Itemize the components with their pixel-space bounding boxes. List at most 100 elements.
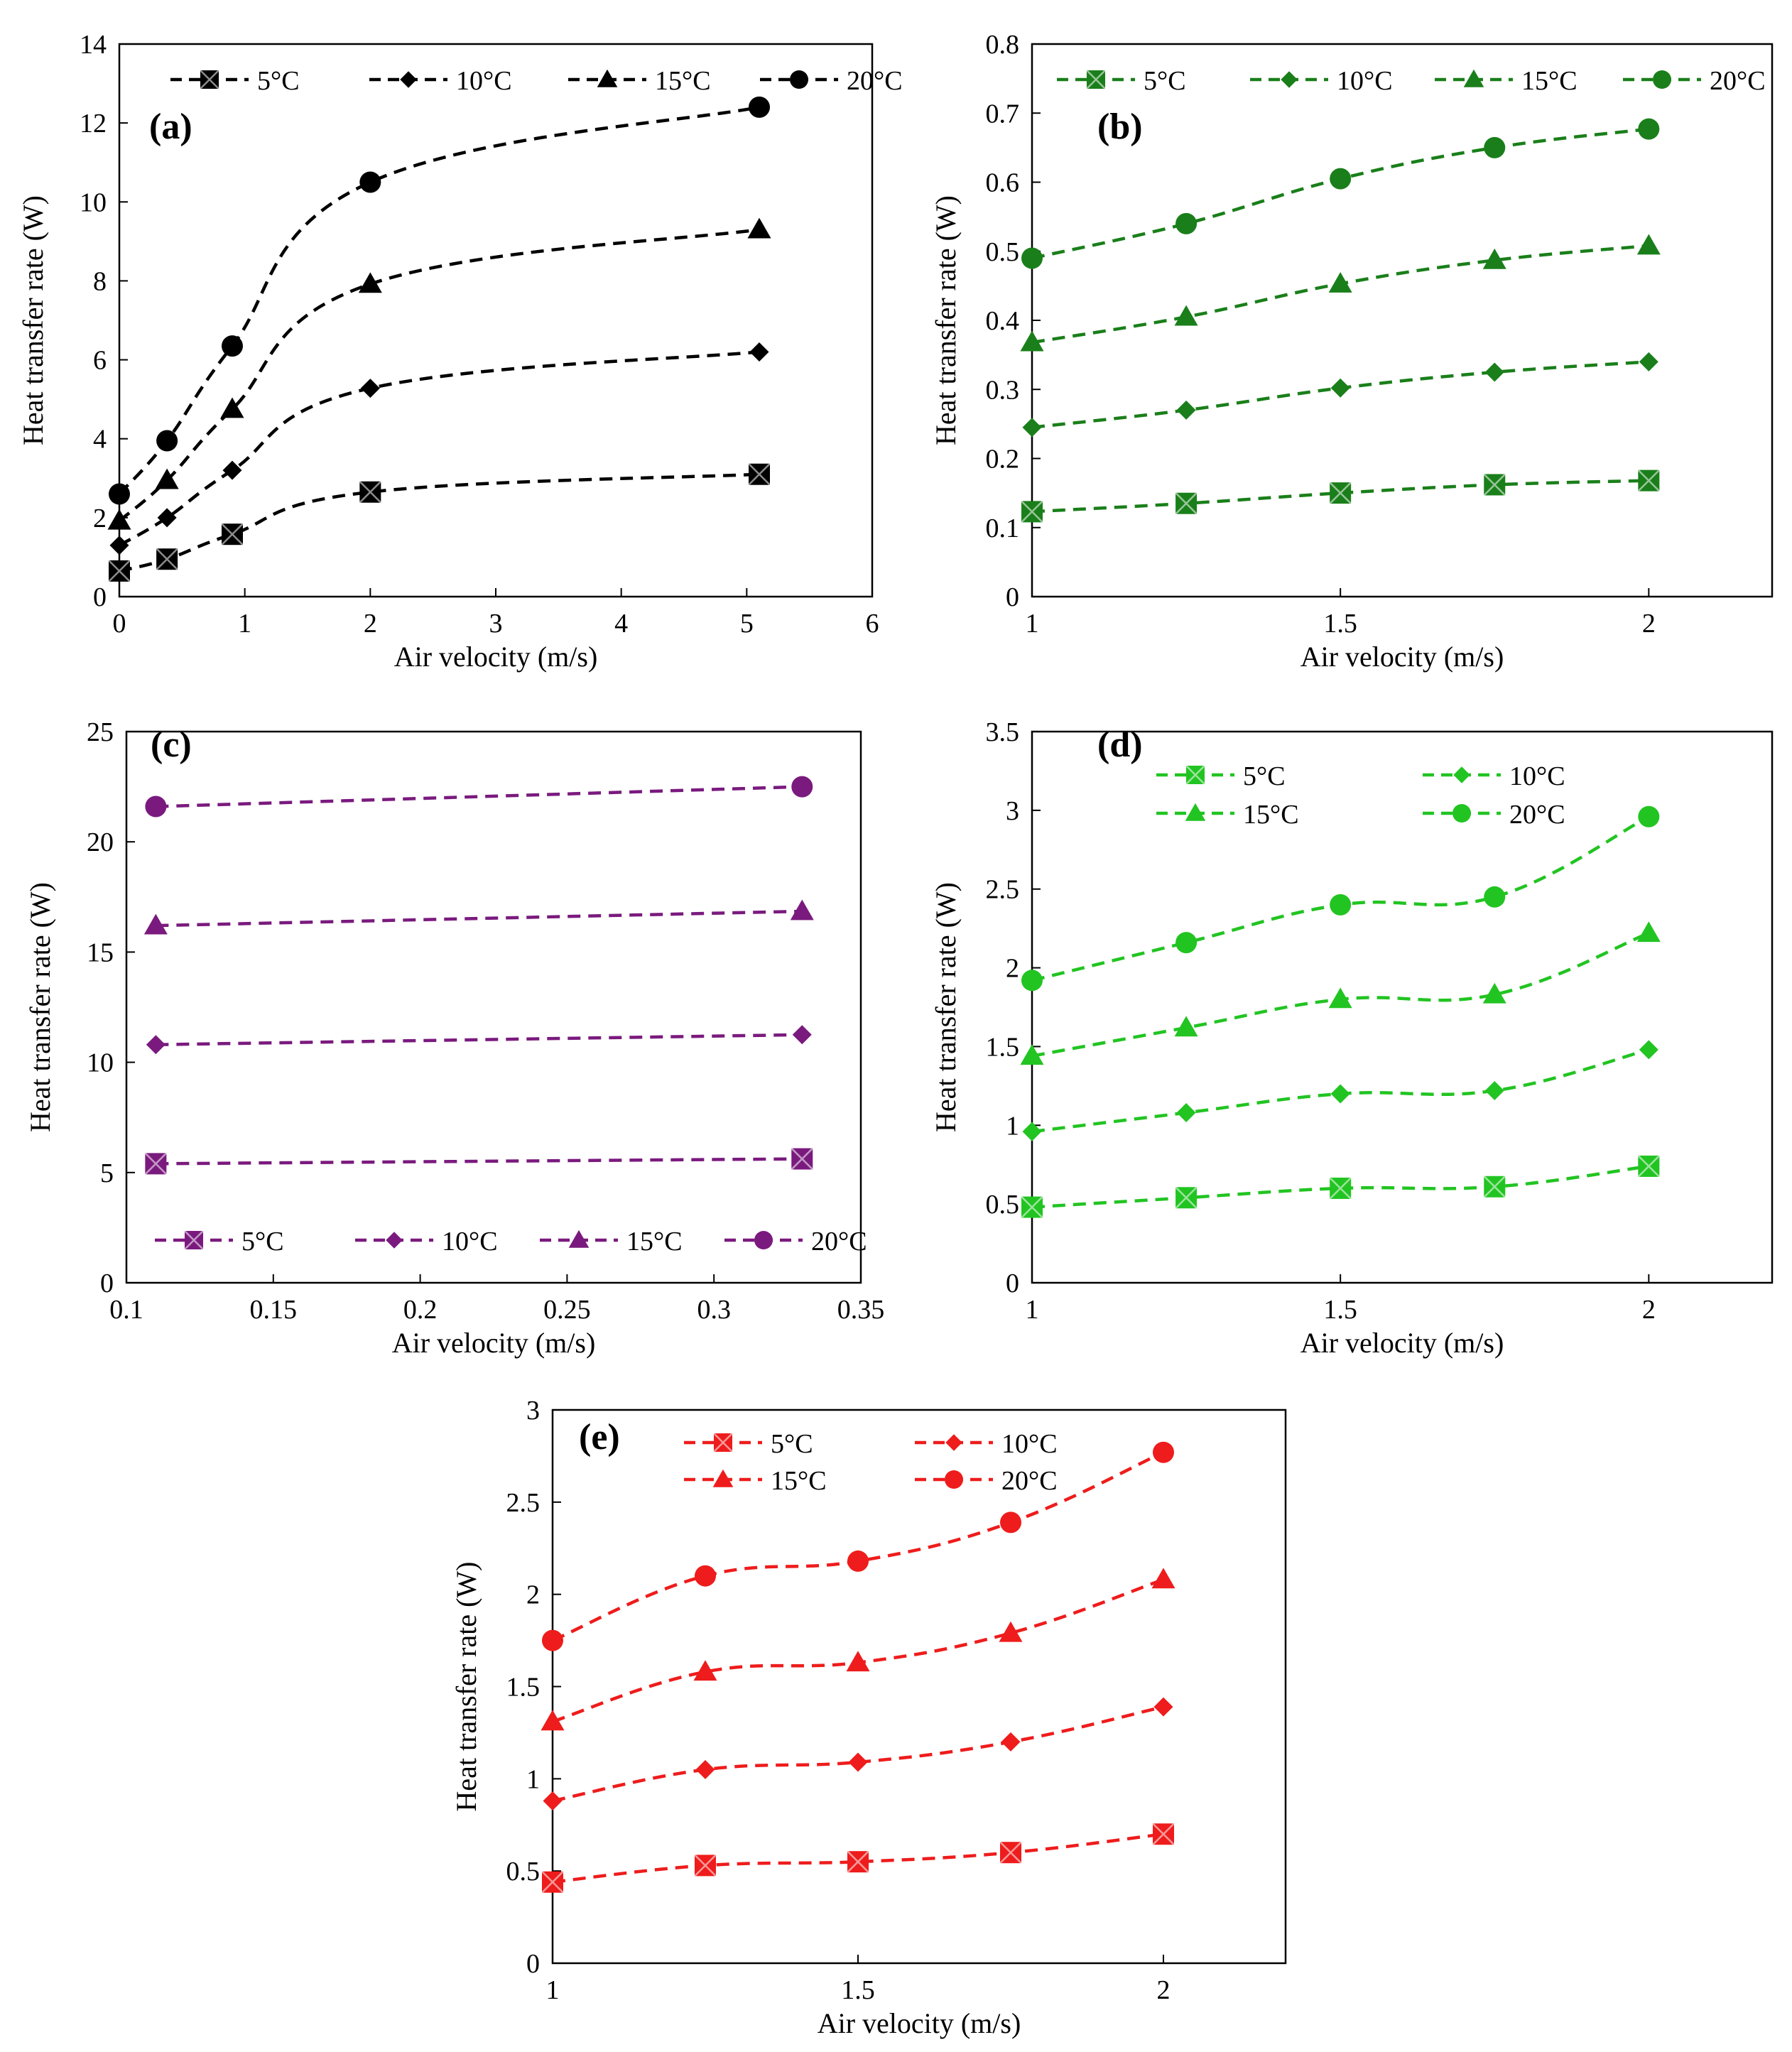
legend-label: 5°C [1243, 761, 1286, 791]
x-tick-label-a: 4 [614, 609, 628, 639]
x-tick-label-c: 0.3 [697, 1295, 731, 1325]
legend-label: 20°C [811, 1227, 867, 1256]
series-b-2 [1020, 234, 1661, 352]
series-line-e-2 [552, 1578, 1164, 1723]
y-axis-label-e: Heat transfer rate (W) [450, 1562, 482, 1812]
x-tick-label-c: 0.2 [403, 1295, 438, 1325]
y-tick-label-b: 0.3 [986, 375, 1020, 405]
legend-marker [1185, 803, 1206, 821]
y-axis-label-b: Heat transfer rate (W) [930, 195, 962, 445]
data-point-a-1 [109, 536, 129, 555]
x-tick-label-b: 2 [1642, 609, 1656, 639]
data-point-a-1 [360, 379, 380, 398]
panel-c: 0 5 10 15 20 25 0.1 0.15 0.2 0.25 0.3 0.35 Air veloc… [24, 717, 884, 1359]
data-point-e-2 [541, 1710, 565, 1731]
legend-marker [1463, 69, 1484, 87]
y-tick-label-b: 0.6 [986, 168, 1020, 198]
series-a-3 [109, 96, 770, 505]
series-d-3 [1021, 805, 1660, 992]
x-axis-label-a: Air velocity (m/s) [394, 641, 598, 673]
legend-label: 15°C [1521, 66, 1577, 96]
data-point-d-2 [1020, 1044, 1044, 1065]
x-tick-label-b: 1 [1026, 609, 1039, 639]
data-point-e-2 [846, 1651, 870, 1672]
data-point-b-1 [1639, 352, 1658, 371]
data-point-b-1 [1176, 400, 1196, 420]
y-axis-label-c: Heat transfer rate (W) [24, 882, 56, 1132]
series-c-1 [146, 1025, 812, 1055]
x-tick-label-d: 1 [1026, 1295, 1039, 1325]
series-line-c-0 [156, 1157, 803, 1166]
legend-item-a-2: 15°C [568, 66, 711, 96]
y-tick-label-d: 2.5 [986, 875, 1020, 905]
legend-label: 5°C [771, 1429, 813, 1459]
legend-label: 15°C [626, 1227, 683, 1256]
legend-marker [945, 1470, 963, 1489]
plot-frame-e [551, 1408, 1287, 1965]
legend-marker [184, 1230, 204, 1250]
data-point-a-3 [222, 335, 243, 357]
series-line-c-3 [156, 785, 803, 808]
data-point-d-1 [1022, 1122, 1042, 1141]
series-line-e-0 [552, 1832, 1164, 1884]
panel-b: 0 0.1 0.2 0.3 0.4 0.5 0.6 0.7 0.8 1 1.5 2 Air veloci… [930, 30, 1774, 673]
legend-item-b-0: 5°C [1057, 66, 1186, 96]
y-tick-label-b: 0.8 [986, 30, 1020, 60]
data-point-e-1 [848, 1752, 868, 1772]
series-c-3 [145, 776, 813, 818]
series-line-b-0 [1031, 479, 1649, 514]
legend-marker [790, 70, 808, 89]
data-point-e-1 [1001, 1732, 1021, 1752]
legend-marker [1453, 766, 1470, 783]
data-point-b-2 [1020, 330, 1044, 352]
data-point-c-3 [791, 776, 813, 798]
legend-marker [1281, 71, 1298, 88]
y-tick-label-a: 4 [93, 425, 107, 455]
data-point-d-0 [1637, 1155, 1661, 1178]
data-point-e-1 [1153, 1697, 1173, 1717]
data-point-a-0 [748, 462, 771, 486]
data-point-d-1 [1639, 1040, 1658, 1060]
data-point-a-0 [156, 548, 179, 571]
x-axis-label-d: Air velocity (m/s) [1300, 1327, 1504, 1359]
data-point-c-2 [143, 913, 168, 935]
series-e-2 [541, 1568, 1175, 1731]
data-point-d-0 [1021, 1195, 1043, 1219]
x-tick-label-e: 1 [546, 1975, 560, 2005]
data-point-e-1 [543, 1791, 563, 1811]
y-tick-label-d: 2 [1006, 954, 1019, 984]
data-point-b-0 [1329, 482, 1352, 505]
plot-frame-d [1031, 730, 1774, 1284]
data-point-a-2 [107, 509, 131, 530]
data-point-b-3 [1330, 168, 1352, 190]
data-point-d-2 [1636, 921, 1661, 943]
y-tick-label-c: 20 [87, 827, 114, 857]
data-point-a-0 [359, 480, 382, 504]
legend-item-e-1: 10°C [915, 1429, 1058, 1459]
y-tick-label-d: 3.5 [986, 717, 1020, 747]
panel-e: 0 0.5 1 1.5 2 2.5 3 1 1.5 2 Air velocity (m/s) Heat… [450, 1396, 1287, 2039]
y-tick-label-d: 0.5 [986, 1190, 1020, 1220]
legend-marker [712, 1469, 734, 1487]
data-point-a-2 [358, 272, 382, 293]
data-point-a-2 [747, 217, 771, 239]
legend-item-c-0: 5°C [155, 1227, 284, 1256]
y-axis-label-a: Heat transfer rate (W) [17, 195, 49, 445]
data-point-a-2 [220, 397, 244, 418]
data-point-c-3 [145, 796, 167, 818]
data-point-c-0 [791, 1147, 814, 1171]
data-point-c-0 [144, 1152, 168, 1176]
y-tick-label-b: 0.7 [986, 99, 1020, 129]
data-point-a-3 [109, 483, 130, 505]
x-tick-label-e: 1.5 [841, 1975, 875, 2005]
data-point-c-2 [790, 899, 814, 921]
series-line-e-3 [552, 1450, 1164, 1642]
data-point-d-2 [1328, 987, 1352, 1009]
legend-item-d-3: 20°C [1423, 800, 1565, 830]
legend-item-c-3: 20°C [724, 1227, 867, 1256]
legend-item-a-0: 5°C [170, 66, 300, 96]
legend-item-b-3: 20°C [1623, 66, 1766, 96]
x-axis-label-c: Air velocity (m/s) [392, 1327, 596, 1359]
legend-item-e-0: 5°C [684, 1429, 813, 1459]
legend-marker [386, 1232, 403, 1249]
